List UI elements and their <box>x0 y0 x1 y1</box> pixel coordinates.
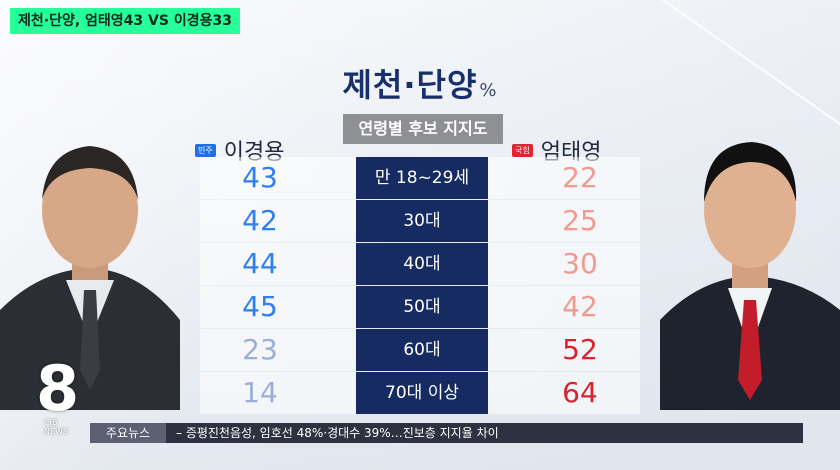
table-row: 45 50대 42 <box>200 286 640 328</box>
age-group-label: 40대 <box>356 243 488 285</box>
candidate-photo-left <box>0 110 180 410</box>
title-text: 제천·단양 <box>342 66 478 104</box>
ticker-label: 주요뉴스 <box>90 423 166 443</box>
right-value: 30 <box>562 247 598 280</box>
support-table: 43 만 18~29세 22 42 30대 25 44 40대 30 45 50… <box>200 157 640 415</box>
right-value: 64 <box>562 376 598 409</box>
right-value: 52 <box>562 333 598 366</box>
left-value: 45 <box>242 290 278 323</box>
age-group-label: 50대 <box>356 286 488 328</box>
logo-digit: 8 <box>36 352 80 425</box>
left-value: 42 <box>242 204 278 237</box>
right-value: 42 <box>562 290 598 323</box>
age-group-label: 30대 <box>356 200 488 242</box>
table-row: 14 70대 이상 64 <box>200 372 640 414</box>
table-row: 43 만 18~29세 22 <box>200 157 640 199</box>
party-badge-left: 민주 <box>195 143 216 157</box>
logo-text: CJB NEWS <box>44 418 68 436</box>
age-group-label: 60대 <box>356 329 488 371</box>
party-badge-right: 국힘 <box>512 143 533 157</box>
left-value: 43 <box>242 161 278 194</box>
news-ticker: 주요뉴스 – 증평진천음성, 임호선 48%·경대수 39%…진보층 지지율 차… <box>90 423 803 443</box>
left-value: 44 <box>242 247 278 280</box>
left-value: 14 <box>242 376 278 409</box>
headline-banner: 제천·단양, 엄태영43 VS 이경용33 <box>10 8 240 34</box>
channel-logo: 8 CJB NEWS <box>30 352 92 436</box>
chart-subtitle: 연령별 후보 지지도 <box>343 114 503 144</box>
table-row: 44 40대 30 <box>200 243 640 285</box>
page-title: 제천·단양% <box>0 60 840 106</box>
right-value: 22 <box>562 161 598 194</box>
logo-line2: NEWS <box>44 427 69 436</box>
left-value: 23 <box>242 333 278 366</box>
age-group-label: 70대 이상 <box>356 372 488 414</box>
ticker-text: – 증평진천음성, 임호선 48%·경대수 39%…진보층 지지율 차이 <box>176 426 499 440</box>
title-unit: % <box>479 80 498 101</box>
right-value: 25 <box>562 204 598 237</box>
age-group-label: 만 18~29세 <box>356 157 488 199</box>
candidate-photo-right <box>660 110 840 410</box>
logo-line1: CJB <box>44 418 58 427</box>
table-row: 23 60대 52 <box>200 329 640 371</box>
table-row: 42 30대 25 <box>200 200 640 242</box>
